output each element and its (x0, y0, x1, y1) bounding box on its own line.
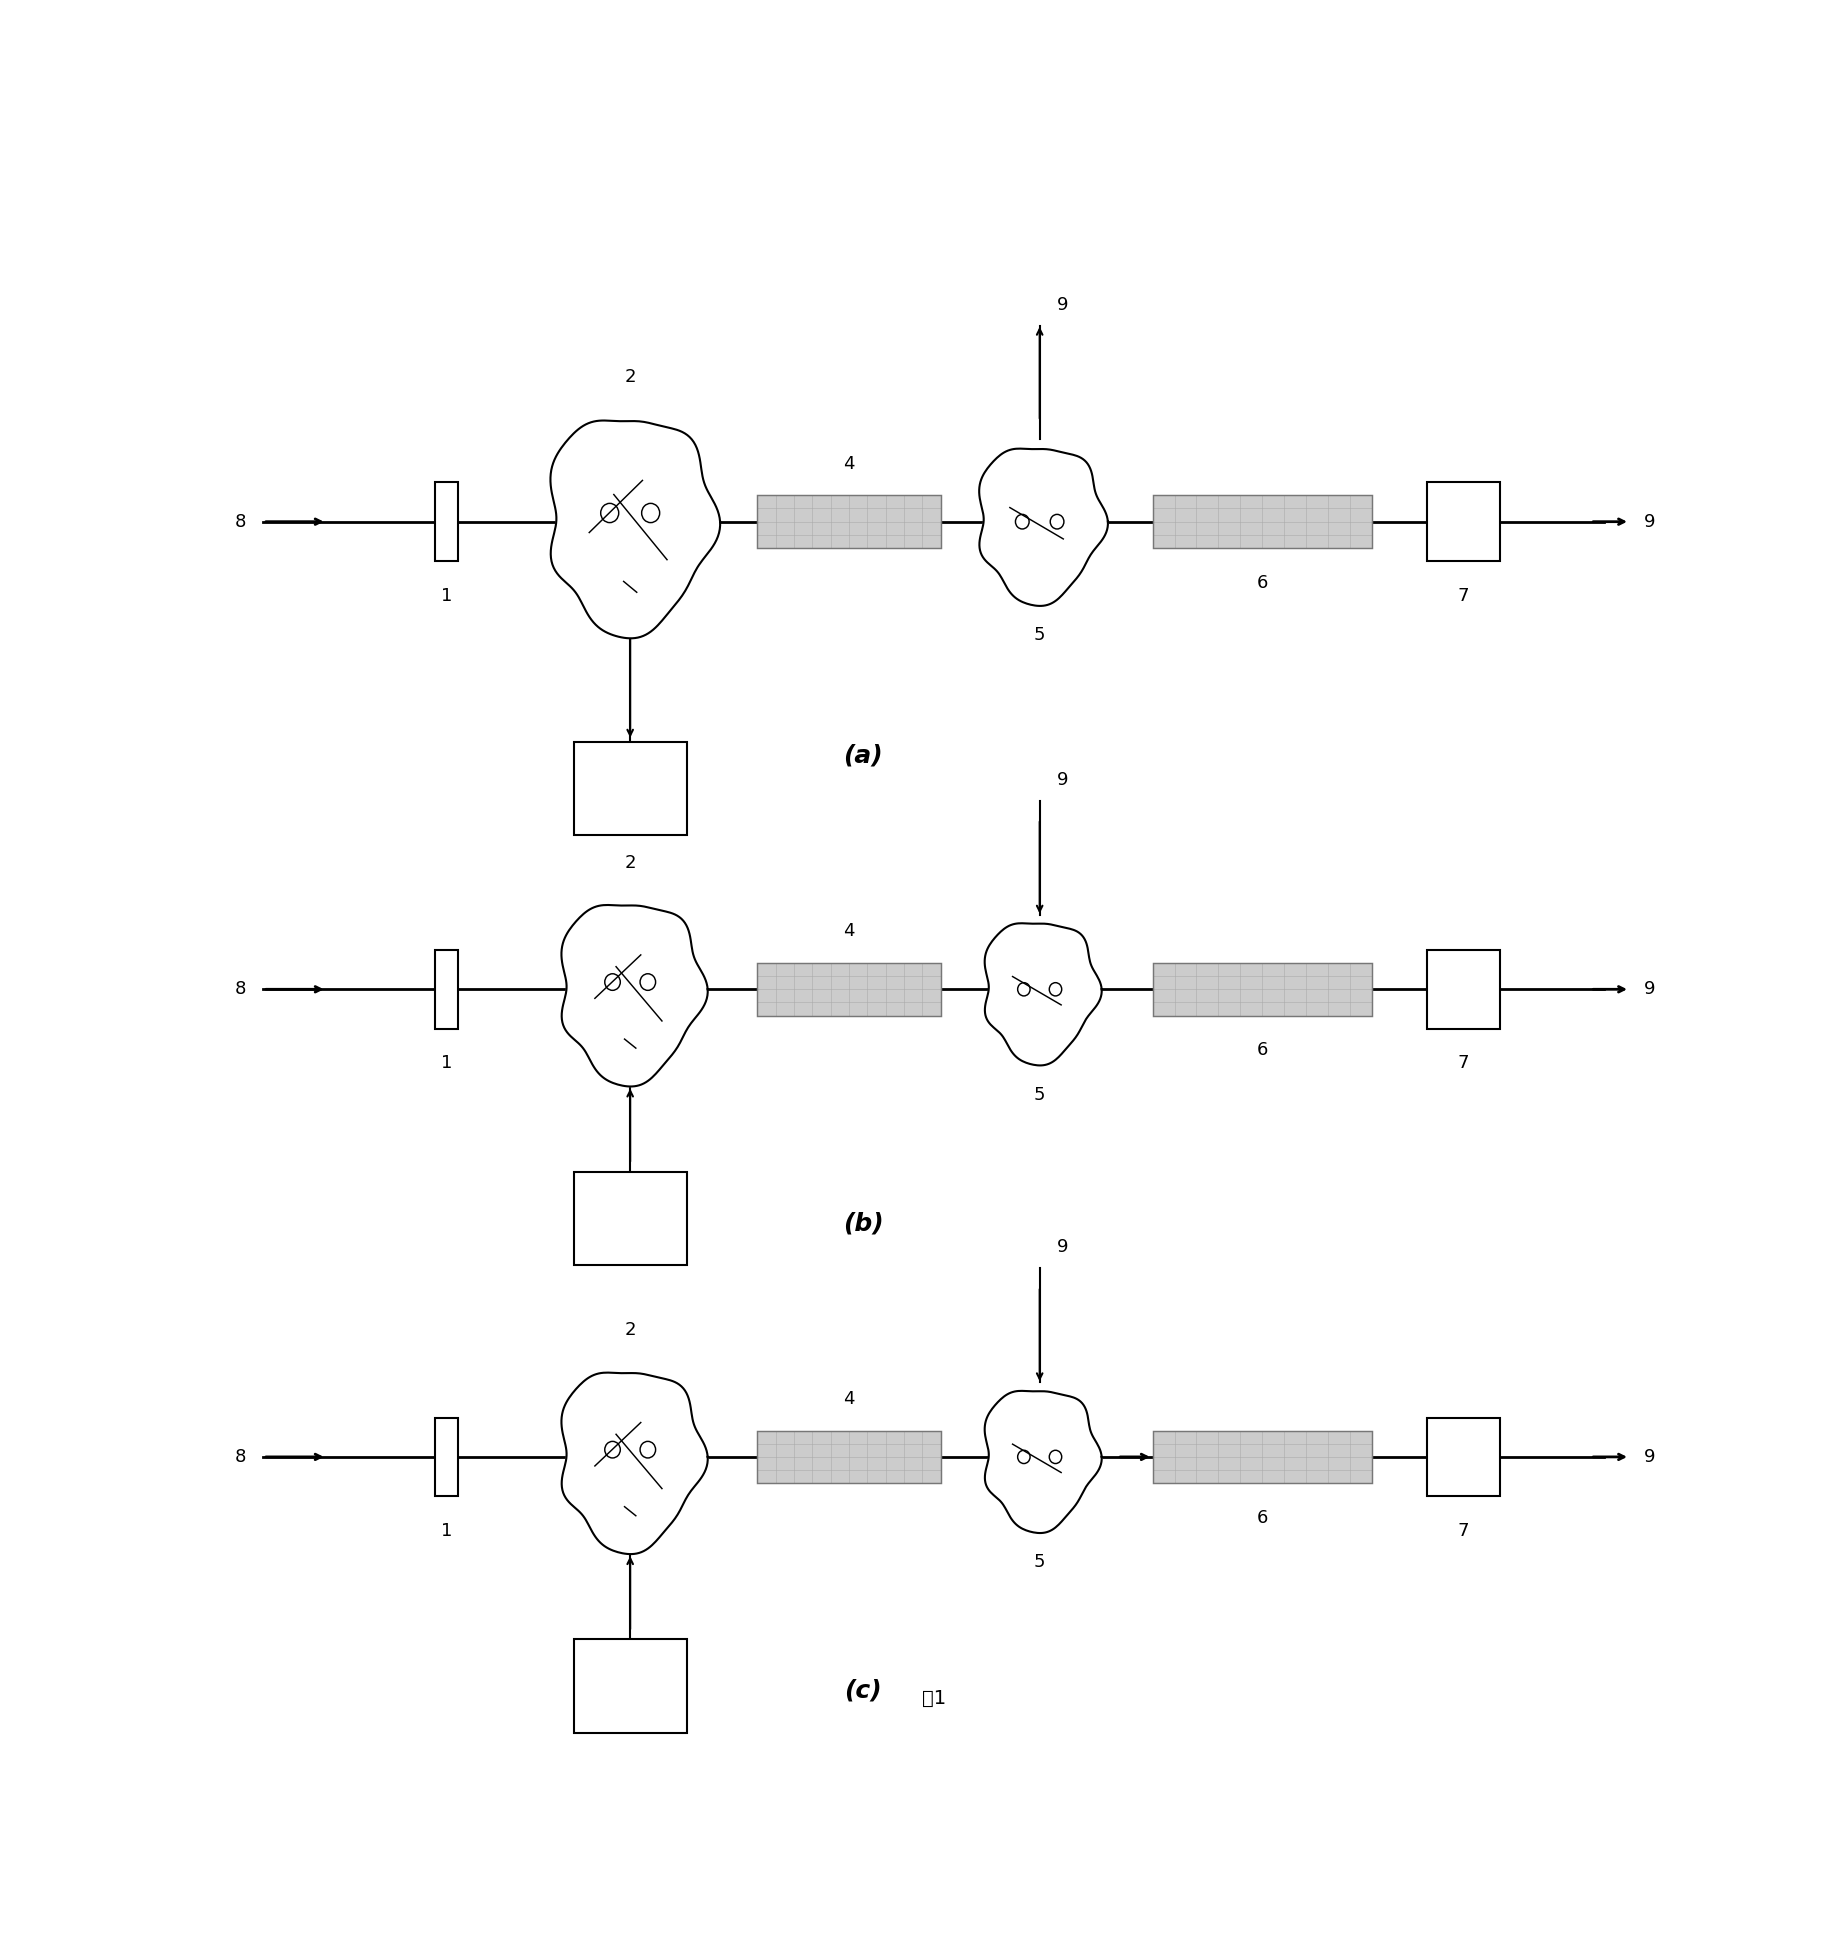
Text: 9: 9 (1057, 296, 1068, 313)
Text: 7: 7 (1458, 586, 1469, 605)
Bar (1153, 496, 1372, 549)
Polygon shape (978, 449, 1108, 605)
Bar (1427, 482, 1500, 560)
Bar (574, 1171, 687, 1266)
Bar (1427, 950, 1500, 1028)
Text: 嘷1: 嘷1 (922, 1689, 946, 1708)
Circle shape (1018, 1450, 1029, 1463)
Bar (1153, 964, 1372, 1015)
Polygon shape (550, 421, 720, 639)
Text: 7: 7 (1458, 1522, 1469, 1540)
Bar (1153, 496, 1372, 549)
Circle shape (640, 1442, 656, 1457)
Text: 8: 8 (235, 980, 246, 999)
Text: 9: 9 (1643, 980, 1656, 999)
Text: 4: 4 (844, 454, 855, 472)
Text: 6: 6 (1257, 1042, 1268, 1060)
Polygon shape (984, 923, 1102, 1066)
Text: (b): (b) (844, 1211, 884, 1234)
Bar (758, 964, 940, 1015)
Text: 1: 1 (441, 1522, 452, 1540)
Polygon shape (561, 1373, 707, 1553)
Bar (758, 496, 940, 549)
Text: 2: 2 (625, 854, 636, 872)
Bar (758, 1430, 940, 1483)
Bar (1153, 1430, 1372, 1483)
Text: 3: 3 (625, 1209, 636, 1228)
Bar (1153, 964, 1372, 1015)
Bar (574, 1640, 687, 1734)
Text: 7: 7 (1458, 1054, 1469, 1072)
Text: 3: 3 (625, 780, 636, 797)
Bar (758, 1430, 940, 1483)
Circle shape (1049, 1450, 1062, 1463)
Circle shape (605, 1442, 619, 1457)
Text: 2: 2 (625, 368, 636, 386)
Bar (435, 1418, 457, 1497)
Text: 9: 9 (1643, 1448, 1656, 1465)
Polygon shape (561, 905, 707, 1087)
Circle shape (640, 974, 656, 991)
Text: 1: 1 (441, 1054, 452, 1072)
Bar (758, 496, 940, 549)
Bar (1427, 1418, 1500, 1497)
Circle shape (1015, 515, 1029, 529)
Text: 6: 6 (1257, 574, 1268, 592)
Text: 9: 9 (1643, 513, 1656, 531)
Polygon shape (984, 1391, 1102, 1534)
Text: 4: 4 (844, 1389, 855, 1409)
Text: 5: 5 (1033, 1553, 1046, 1571)
Text: 4: 4 (844, 923, 855, 940)
Text: 6: 6 (1257, 1508, 1268, 1526)
Text: (c): (c) (844, 1679, 882, 1702)
Text: 8: 8 (235, 513, 246, 531)
Bar (758, 964, 940, 1015)
Text: (a): (a) (844, 744, 884, 768)
Circle shape (1049, 515, 1064, 529)
Text: 2: 2 (625, 1320, 636, 1340)
Text: 9: 9 (1057, 770, 1068, 789)
Circle shape (1018, 983, 1029, 995)
Text: 5: 5 (1033, 625, 1046, 645)
Text: 8: 8 (235, 1448, 246, 1465)
Bar (435, 950, 457, 1028)
Circle shape (605, 974, 619, 991)
Bar (435, 482, 457, 560)
Circle shape (641, 503, 660, 523)
Text: 1: 1 (441, 586, 452, 605)
Bar (1153, 1430, 1372, 1483)
Circle shape (1049, 983, 1062, 995)
Text: 5: 5 (1033, 1085, 1046, 1103)
Circle shape (601, 503, 619, 523)
Text: 9: 9 (1057, 1238, 1068, 1256)
Bar (574, 742, 687, 835)
Text: 3: 3 (625, 1677, 636, 1695)
